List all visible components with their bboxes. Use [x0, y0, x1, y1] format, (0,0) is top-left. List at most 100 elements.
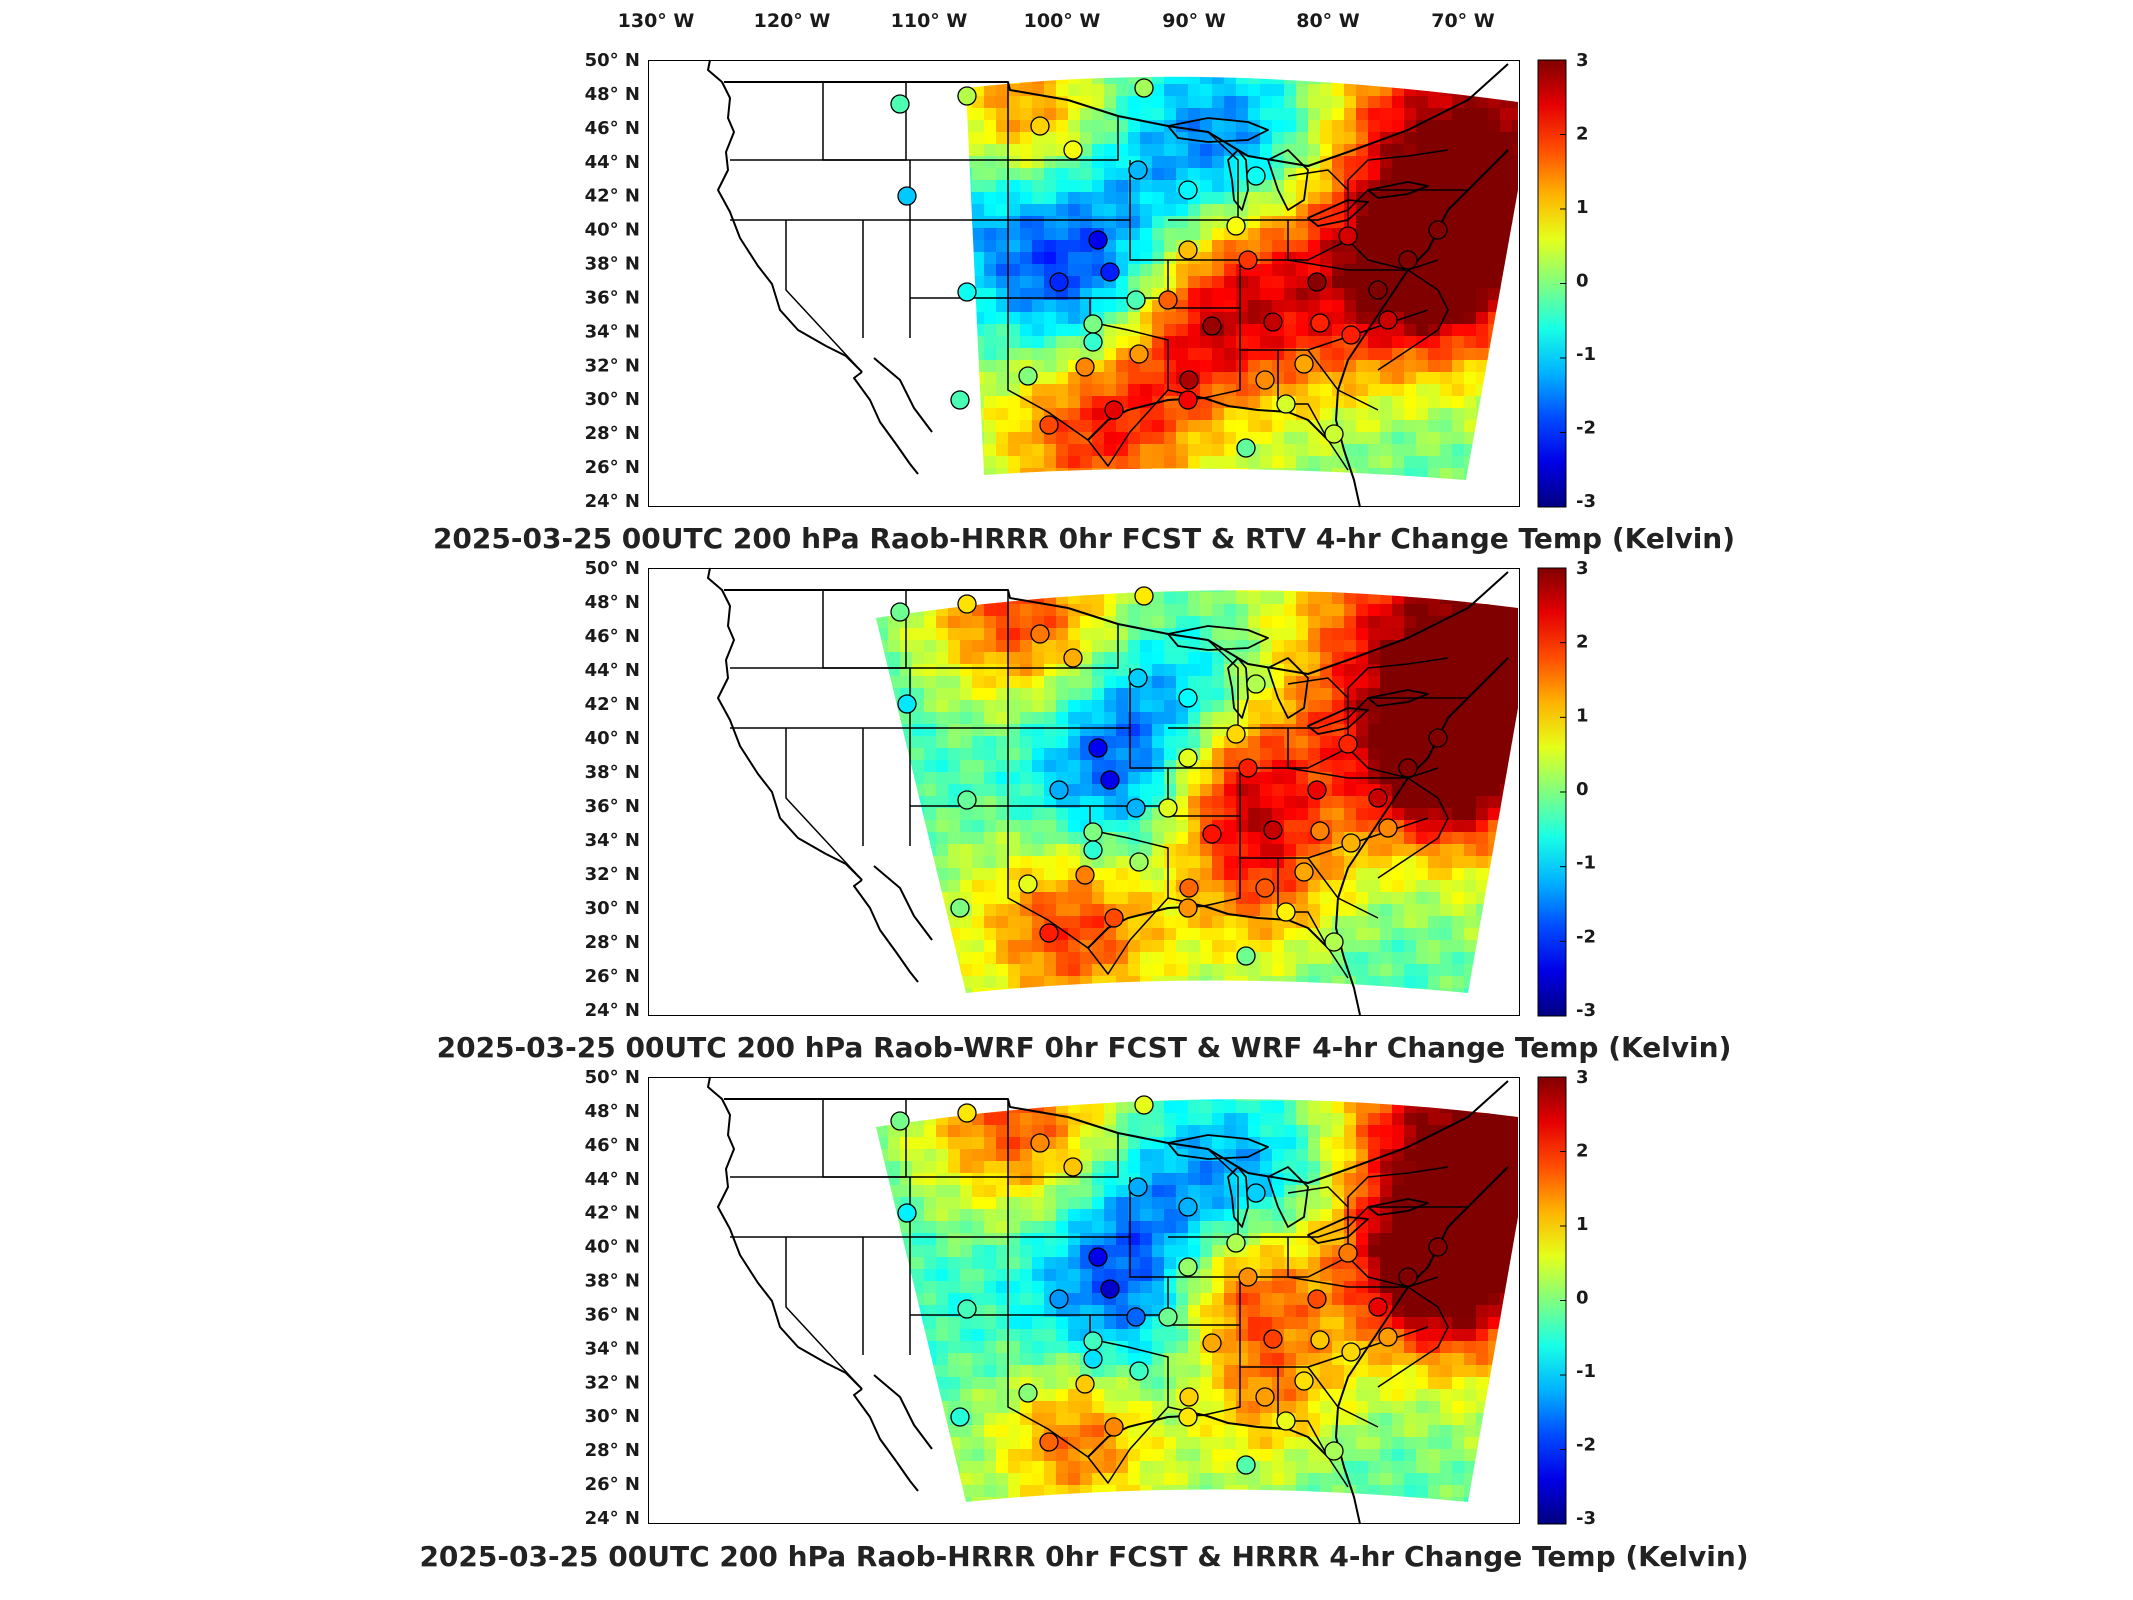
panel-title-1: 2025-03-25 00UTC 200 hPa Raob-HRRR 0hr F… [433, 522, 1735, 555]
lat-label: 34° N [585, 1338, 640, 1359]
state-line [1377, 1286, 1449, 1388]
raob-station-marker [1238, 250, 1258, 270]
state-line [1168, 1276, 1241, 1326]
raob-station-marker [1263, 312, 1283, 332]
raob-station-marker [1428, 728, 1448, 748]
colorbar-1: 3 2 1 0 -1 -2 -3 [1537, 50, 1596, 512]
pacific-coastline [707, 59, 863, 373]
state-line [1007, 806, 1205, 975]
state-line [1428, 657, 1509, 699]
raob-station-marker [1263, 820, 1283, 840]
lat-label: 26° N [585, 457, 640, 478]
latitude-labels: 50° N 48° N 46° N 44° N 42° N 40° N 38° N 36° N… [585, 50, 640, 512]
raob-station-marker [1202, 1333, 1222, 1353]
lat-label: 42° N [585, 1203, 640, 1224]
raob-station-marker [1063, 648, 1083, 668]
raob-station-marker [1226, 1233, 1246, 1253]
colorbar-tick-label: 1 [1576, 1214, 1589, 1235]
state-line [1287, 1186, 1349, 1208]
map-frame [648, 568, 1520, 1016]
colorbar-tick-label: 1 [1576, 705, 1589, 726]
longitude-labels: 130° W 120° W 110° W 100° W 90° W 80° W … [618, 10, 1495, 32]
lat-label: 36° N [585, 287, 640, 308]
colorbar-tick-label: -3 [1576, 1000, 1596, 1021]
lat-label: 26° N [585, 966, 640, 987]
lat-label: 44° N [585, 660, 640, 681]
lat-label: 40° N [585, 220, 640, 241]
pacific-coastline [707, 567, 863, 881]
map-frame [648, 60, 1520, 507]
raob-station-marker [1202, 316, 1222, 336]
state-line [1287, 169, 1349, 191]
raob-station-marker [1310, 1330, 1330, 1350]
lat-label: 30° N [585, 389, 640, 410]
raob-station-marker [1063, 140, 1083, 160]
raob-station-marker [1178, 1407, 1198, 1427]
raob-station-markers [890, 1095, 1448, 1475]
raob-station-marker [1428, 1237, 1448, 1257]
raob-station-marker [1083, 332, 1103, 352]
panel-title-2: 2025-03-25 00UTC 200 hPa Raob-WRF 0hr FC… [437, 1031, 1732, 1064]
raob-station-marker [957, 594, 977, 614]
raob-station-marker [1104, 1417, 1124, 1437]
lat-label: 32° N [585, 1372, 640, 1393]
raob-station-marker [1263, 1329, 1283, 1349]
colorbar-tick-label: 2 [1576, 124, 1589, 145]
raob-station-marker [1129, 344, 1149, 364]
latitude-labels: 50° N 48° N 46° N 44° N 42° N 40° N 38° N 36° N… [585, 1067, 640, 1529]
state-line [1428, 149, 1509, 191]
raob-station-marker [1276, 1411, 1296, 1431]
state-line [1428, 1166, 1509, 1208]
raob-station-marker [950, 1407, 970, 1427]
state-line [1203, 816, 1241, 907]
raob-station-marker [1255, 370, 1275, 390]
raob-station-marker [897, 1203, 917, 1223]
colorbar-tick-label: 3 [1576, 558, 1589, 579]
raob-station-marker [1126, 798, 1146, 818]
colorbar-tick-label: 3 [1576, 1067, 1589, 1088]
raob-station-marker [957, 86, 977, 106]
raob-station-marker [1129, 852, 1149, 872]
raob-station-marker [897, 186, 917, 206]
state-line [1008, 624, 1119, 669]
raob-station-marker [1236, 946, 1256, 966]
raob-station-marker [1039, 923, 1059, 943]
lat-label: 28° N [585, 932, 640, 953]
lat-label: 48° N [585, 84, 640, 105]
colorbar-3: 3 2 1 0 -1 -2 -3 [1537, 1067, 1596, 1529]
lat-label: 50° N [585, 1067, 640, 1088]
raob-station-marker [1075, 357, 1095, 377]
latitude-labels: 50° N 48° N 46° N 44° N 42° N 40° N 38° N 36° N… [585, 558, 640, 1021]
raob-station-markers [890, 78, 1448, 458]
raob-station-marker [1178, 1197, 1198, 1217]
colorbar-tick-label: 2 [1576, 632, 1589, 653]
lat-label: 36° N [585, 796, 640, 817]
raob-station-marker [1178, 240, 1198, 260]
raob-station-marker [1324, 424, 1344, 444]
raob-station-marker [1100, 1279, 1120, 1299]
state-line [785, 1237, 863, 1390]
lat-label: 44° N [585, 1169, 640, 1190]
state-line [1089, 1338, 1169, 1407]
great-lake [1227, 149, 1249, 211]
raob-station-marker [1428, 220, 1448, 240]
lon-label-80w: 80° W [1296, 10, 1360, 32]
raob-station-marker [1294, 862, 1314, 882]
map-frame [648, 1077, 1520, 1524]
state-boundaries [707, 1076, 1509, 1525]
great-lake [1167, 625, 1269, 651]
map-panel-1 [648, 59, 1520, 508]
colorbar-tick-label: -1 [1576, 344, 1596, 365]
great-lake [1307, 707, 1369, 735]
colorbar-tick-label: 2 [1576, 1141, 1589, 1162]
raob-station-marker [1083, 1331, 1103, 1351]
raob-station-marker [1276, 902, 1296, 922]
baja-coastline [853, 865, 933, 983]
raob-station-marker [1341, 833, 1361, 853]
colorbar-tick-label: -1 [1576, 1361, 1596, 1382]
state-line [1287, 767, 1439, 779]
raob-station-marker [897, 694, 917, 714]
raob-station-marker [1075, 865, 1095, 885]
state-line [785, 728, 863, 881]
